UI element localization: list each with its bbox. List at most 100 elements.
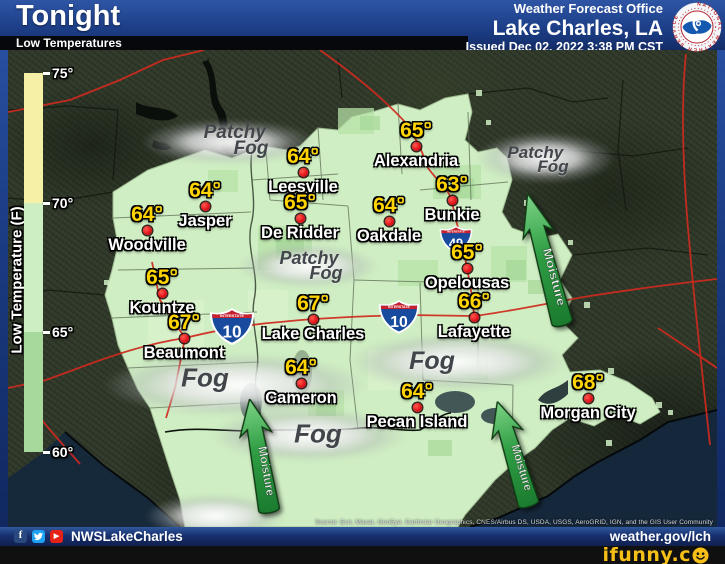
city-dot <box>447 195 457 205</box>
fog-label: Fog <box>409 347 455 376</box>
legend-color-segment <box>24 203 43 332</box>
ifunny-watermark-text: ifunny.c <box>602 543 691 564</box>
city-name: Morgan City <box>540 404 636 422</box>
fog-label-line2: Fog <box>537 157 569 176</box>
svg-text:49: 49 <box>449 235 463 250</box>
city-temp: 64° <box>373 194 405 217</box>
city-temp: 65° <box>284 191 316 214</box>
city-temp: 67° <box>168 311 200 334</box>
interstate-10-shield: INTERSTATE 10 <box>209 307 255 346</box>
fog-label-line2: Fog <box>309 263 343 283</box>
svg-text:INTERSTATE: INTERSTATE <box>447 229 465 233</box>
city-name: Lake Charles <box>261 325 365 343</box>
city-dot <box>384 216 394 226</box>
fog-layer: Patchy Fog Patchy Fog Patchy Fog Fog Fog Fog <box>8 50 717 527</box>
fog-cloud <box>140 119 316 165</box>
city-dot <box>469 312 479 322</box>
city-temp: 63° <box>436 173 468 196</box>
city-name: Opelousas <box>424 274 510 292</box>
legend-tick-label: 70° <box>52 195 74 211</box>
legend-tick-label: 75° <box>52 65 74 81</box>
map-attribution: Source: Esri, Maxar, GeoEye, Earthstar G… <box>315 519 713 526</box>
city-dot <box>583 393 593 403</box>
city-temp: 65° <box>146 266 178 289</box>
youtube-icon: ▶ <box>50 530 63 543</box>
city-name: Kountze <box>129 299 195 317</box>
city-name: De Ridder <box>261 224 339 242</box>
fog-label: Fog <box>294 418 342 449</box>
fog-cloud <box>238 244 378 288</box>
moisture-arrow-layer: Moisture Moisture Moisture <box>8 50 717 527</box>
page-title: Tonight <box>16 0 121 32</box>
subtitle: Low Temperatures <box>16 36 122 50</box>
fog-label-line1: Patchy <box>203 121 266 143</box>
city-temp: 64° <box>401 380 433 403</box>
fog-label: Fog <box>181 362 229 393</box>
interstate-10-shield: INTERSTATE 10 <box>378 299 420 335</box>
forecast-map: Patchy Fog Patchy Fog Patchy Fog Fog Fog Fog Moi… <box>8 50 717 527</box>
moisture-arrow: Moisture <box>233 396 287 520</box>
facebook-icon: f <box>14 530 27 543</box>
legend-color-segment <box>24 332 43 452</box>
footer-bar: f ▶ NWSLakeCharles weather.gov/lch <box>0 527 725 546</box>
legend-tick <box>43 72 50 75</box>
ifunny-smiley-icon <box>692 547 709 564</box>
city-dot <box>298 167 308 177</box>
city-dot <box>179 333 189 343</box>
city-temp: 64° <box>189 179 221 202</box>
subtitle-bar: Low Temperatures <box>0 36 468 50</box>
city-dot <box>411 141 421 151</box>
highway-shield-layer: INTERSTATE 49 INTERSTATE 10 INTERSTATE 1… <box>8 50 717 527</box>
interstate-49-shield: INTERSTATE 49 <box>439 225 473 254</box>
city-name: Pecan Island <box>366 413 468 431</box>
city-temp: 66° <box>458 290 490 313</box>
city-temp: 65° <box>451 241 483 264</box>
fog-cloud <box>348 333 568 391</box>
city-name: Cameron <box>265 389 337 407</box>
legend-tick-label: 65° <box>52 324 74 340</box>
city-name: Beaumont <box>143 344 225 362</box>
header: Tonight Low Temperatures Weather Forecas… <box>0 0 725 54</box>
website-url: weather.gov/lch <box>609 529 711 544</box>
city-dot <box>157 288 167 298</box>
fog-cloud <box>102 353 368 417</box>
ifunny-watermark-bar: ifunny.c <box>0 543 725 564</box>
office-name: Lake Charles, LA <box>492 16 663 40</box>
moisture-arrow: Moisture <box>481 397 547 516</box>
city-name: Woodville <box>108 236 186 254</box>
fog-label: Patchy Fog <box>203 121 269 159</box>
city-name: Bunkie <box>424 206 480 224</box>
city-name: Jasper <box>178 212 232 230</box>
legend-tick <box>43 202 50 205</box>
city-name: Lafayette <box>437 323 511 341</box>
temperature-legend: Low Temperature (F) 75° 70° 65° 60° <box>8 50 717 527</box>
fog-label-line1: Patchy <box>507 142 564 162</box>
city-dot <box>200 201 210 211</box>
fog-cloud <box>475 132 615 184</box>
legend-color-segment <box>24 73 43 203</box>
city-temp: 68° <box>572 371 604 394</box>
fog-label-line1: Patchy <box>279 247 339 268</box>
fog-label-line2: Fog <box>233 138 269 159</box>
legend-title: Low Temperature (F) <box>8 206 26 354</box>
svg-text:INTERSTATE: INTERSTATE <box>388 305 410 309</box>
city-temp: 64° <box>285 356 317 379</box>
social-handle: NWSLakeCharles <box>71 529 183 544</box>
city-dot <box>142 225 152 235</box>
svg-text:10: 10 <box>222 322 241 342</box>
twitter-icon <box>32 530 45 543</box>
city-name: Oakdale <box>356 227 422 245</box>
fog-label: Patchy Fog <box>507 142 569 176</box>
moisture-arrow: Moisture <box>511 189 581 335</box>
legend-tick <box>43 331 50 334</box>
city-dot <box>412 402 422 412</box>
city-temp: 67° <box>297 292 329 315</box>
city-temp: 64° <box>287 145 319 168</box>
office-label: Weather Forecast Office <box>513 1 663 16</box>
city-dot <box>308 314 318 324</box>
city-layer: 64° Woodville 64° Jasper 64° Leesville 65° De R… <box>8 50 717 527</box>
nws-logo-icon: NATIONAL WEATHER SERVICE <box>671 1 722 53</box>
city-dot <box>296 378 306 388</box>
svg-text:INTERSTATE: INTERSTATE <box>220 313 244 318</box>
city-temp: 64° <box>131 203 163 226</box>
